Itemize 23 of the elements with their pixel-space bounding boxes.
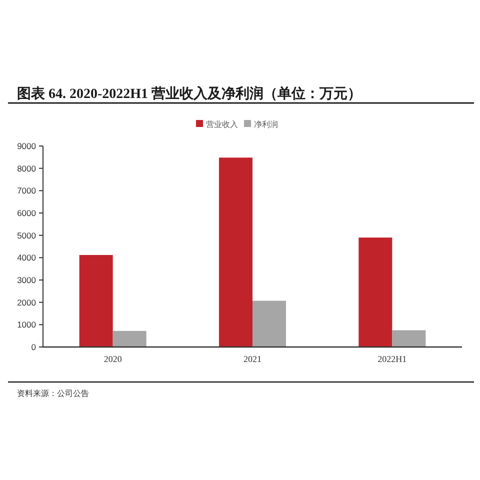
x-tick-label: 2020 xyxy=(104,354,122,364)
x-tick-label: 2021 xyxy=(244,354,262,364)
bar xyxy=(112,330,146,347)
bar xyxy=(79,254,113,347)
y-tick-label: 7000 xyxy=(17,186,36,196)
x-tick-label: 2022H1 xyxy=(378,354,407,364)
y-tick-label: 3000 xyxy=(17,275,36,285)
y-tick-label: 9000 xyxy=(17,141,36,151)
bar xyxy=(392,330,426,347)
text: 资料来源：公司公告 xyxy=(17,389,89,398)
y-tick-label: 4000 xyxy=(17,252,36,263)
y-tick-label: 8000 xyxy=(17,163,36,174)
y-tick-label: 2000 xyxy=(17,297,36,308)
chart-title: 图表 64. 2020-2022H1 营业收入及净利润（单位：万元） xyxy=(17,85,362,102)
y-tick-label: 6000 xyxy=(17,208,36,218)
y-tick-label: 5000 xyxy=(17,230,36,240)
bar xyxy=(252,300,286,347)
bar xyxy=(358,238,392,347)
bar xyxy=(218,158,252,347)
legend-label: 净利润 xyxy=(254,120,278,129)
y-tick-label: 0 xyxy=(31,342,36,352)
legend-label: 营业收入 xyxy=(206,120,238,129)
y-tick-label: 1000 xyxy=(17,320,36,330)
